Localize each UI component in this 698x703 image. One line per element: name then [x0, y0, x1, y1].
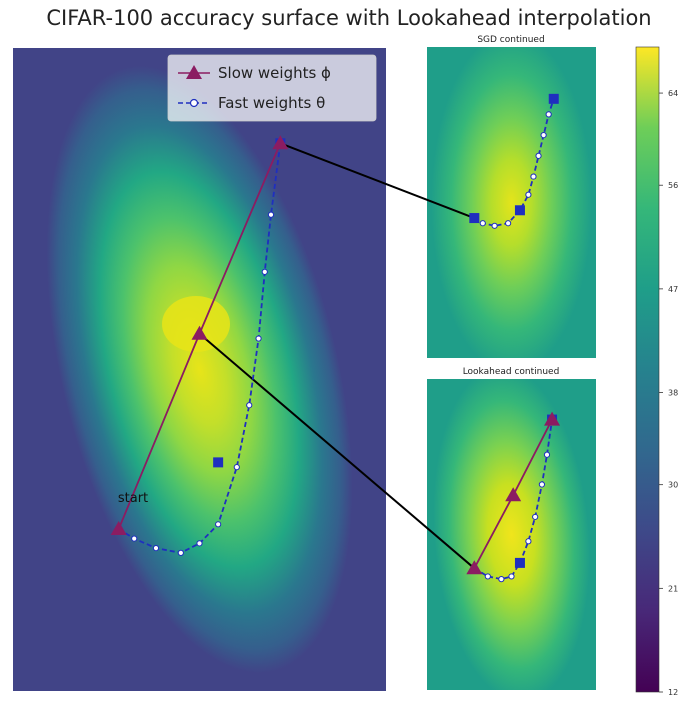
fast-weight-point	[246, 402, 253, 409]
colorbar-tick-label: 21	[668, 584, 678, 593]
colorbar-tick-label: 12	[668, 688, 678, 697]
fast-weight-point	[525, 191, 532, 198]
colorbar-tick-label: 56	[668, 181, 678, 190]
fast-weight-point	[505, 220, 512, 227]
slow-weight-marker	[272, 135, 289, 150]
fast-weights-line	[473, 419, 553, 581]
colorbar-tick-label: 64	[668, 89, 678, 98]
legend-box	[167, 54, 377, 122]
fast-weight-square-marker	[548, 93, 559, 104]
connector-to-lookahead	[198, 333, 475, 570]
legend-slow-marker	[186, 65, 202, 79]
colorbar-ticks: 64 56 47 38 30 21 12	[659, 89, 678, 697]
fast-weight-point	[131, 535, 138, 542]
fast-weight-point	[479, 220, 486, 227]
fast-weight-point	[540, 132, 547, 139]
lookahead-heatmap	[427, 379, 596, 690]
lookahead-panel: Lookahead continued	[427, 367, 596, 690]
top-right-trajectory	[469, 93, 559, 229]
fast-weights-line	[118, 143, 282, 554]
main-trajectory	[110, 135, 289, 556]
chart-title: CIFAR-100 accuracy surface with Lookahea…	[46, 6, 652, 30]
slow-weight-marker	[110, 521, 127, 536]
legend: Slow weights ϕ Fast weights θ	[167, 54, 377, 122]
fast-weight-point	[177, 549, 184, 556]
legend-fast-label: Fast weights θ	[218, 94, 325, 112]
fast-weight-point	[233, 464, 240, 471]
sgd-panel-title: SGD continued	[477, 35, 544, 45]
fast-weight-point	[543, 451, 551, 458]
fast-weight-square-marker	[213, 457, 224, 468]
fast-weight-point	[525, 538, 532, 545]
trajectories	[110, 93, 561, 583]
fast-weight-point	[196, 540, 203, 547]
slow-weight-marker	[191, 325, 208, 340]
fast-weight-point	[545, 111, 552, 118]
fast-weight-point	[530, 173, 537, 180]
legend-slow-label: Slow weights ϕ	[218, 64, 331, 82]
colorbar-tick-label: 38	[668, 389, 678, 398]
fast-weight-point	[267, 211, 275, 218]
sgd-panel: SGD continued	[427, 35, 596, 358]
connector-to-sgd	[279, 142, 475, 219]
legend-fast-marker	[189, 98, 199, 108]
fast-weight-point	[215, 521, 222, 528]
sgd-heatmap	[427, 47, 596, 358]
lookahead-panel-title: Lookahead continued	[463, 367, 560, 377]
fast-weight-point	[508, 573, 515, 580]
connector-lines	[198, 142, 475, 570]
colorbar-gradient	[635, 46, 660, 693]
fast-weight-point	[255, 335, 262, 342]
main-peak-region	[162, 296, 230, 352]
main-heatmap	[13, 48, 386, 691]
fast-weight-square-marker	[514, 557, 525, 568]
fast-weight-point	[532, 513, 539, 521]
fast-weight-point	[152, 545, 160, 552]
fast-weight-point	[498, 576, 505, 583]
slow-weight-marker	[466, 560, 483, 575]
fast-weight-point	[484, 573, 491, 580]
colorbar: 64 56 47 38 30 21 12	[635, 46, 678, 697]
slow-weight-marker	[505, 487, 522, 502]
main-heatmap-panel	[13, 48, 386, 691]
fast-weight-point	[491, 222, 498, 229]
fast-weight-point	[538, 481, 546, 488]
bottom-right-trajectory	[466, 411, 561, 583]
colorbar-tick-label: 30	[668, 481, 678, 490]
fast-weight-square-marker	[514, 205, 525, 216]
colorbar-tick-label: 47	[668, 285, 678, 294]
slow-weight-marker	[544, 411, 561, 426]
start-annotation: start	[118, 491, 148, 506]
fast-weight-point	[261, 268, 268, 275]
fast-weight-point	[535, 152, 542, 159]
fast-weight-square-marker	[469, 213, 480, 224]
fast-weights-line	[473, 98, 555, 227]
